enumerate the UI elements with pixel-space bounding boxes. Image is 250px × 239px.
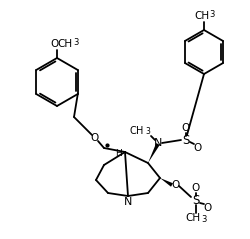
Text: CH: CH (194, 11, 209, 21)
Text: 3: 3 (208, 10, 214, 18)
Text: 3: 3 (200, 216, 206, 224)
Text: CH: CH (185, 213, 200, 223)
Text: O: O (51, 39, 59, 49)
Text: O: O (191, 183, 199, 193)
Text: 3: 3 (73, 38, 78, 47)
Text: N: N (123, 197, 132, 207)
Polygon shape (148, 143, 159, 163)
Text: S: S (182, 134, 189, 147)
Text: H: H (115, 148, 122, 158)
Text: O: O (171, 180, 179, 190)
Text: N: N (153, 138, 162, 148)
Polygon shape (159, 178, 172, 187)
Text: CH: CH (57, 39, 72, 49)
Text: O: O (193, 143, 201, 153)
Text: O: O (203, 203, 211, 213)
Text: C: C (129, 126, 136, 136)
Text: H: H (136, 126, 143, 136)
Text: O: O (181, 123, 189, 133)
Text: O: O (90, 133, 99, 143)
Text: S: S (192, 194, 199, 206)
Text: 3: 3 (145, 126, 150, 136)
